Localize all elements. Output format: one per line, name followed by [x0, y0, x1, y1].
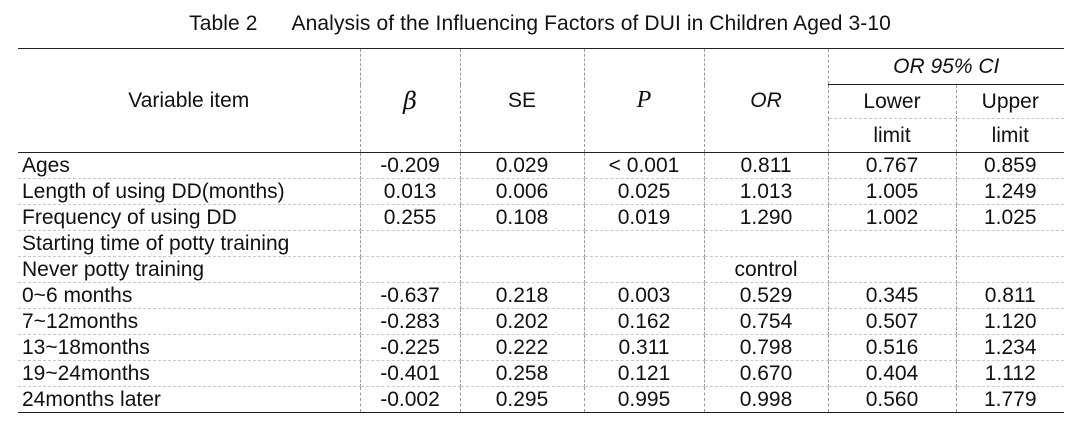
cell-se: 0.222	[459, 334, 585, 361]
table-row: 7~12months -0.283 0.202 0.162 0.754 0.507 1.12…	[18, 308, 1065, 335]
table-row: Length of using DD(months) 0.013 0.006 0.02…	[18, 178, 1065, 205]
header-row-2: Lower Upper	[18, 84, 1065, 119]
cell-or: 1.290	[703, 204, 829, 231]
cell-or: 0.529	[703, 282, 829, 309]
cell-lower: 1.005	[827, 178, 957, 205]
header-beta-symbol: β	[403, 86, 417, 115]
table-title: Analysis of the Influencing Factors of D…	[291, 12, 891, 35]
cell-beta: -0.002	[359, 386, 461, 413]
cell-variable: Ages	[18, 152, 361, 179]
cell-p	[583, 256, 705, 283]
cell-upper	[955, 256, 1065, 283]
cell-upper	[955, 230, 1065, 257]
cell-upper: 1.112	[955, 360, 1065, 387]
cell-beta: 0.013	[359, 178, 461, 205]
table-row: Never potty training control	[18, 256, 1065, 283]
table-row: Starting time of potty training	[18, 230, 1065, 257]
cell-lower: 0.404	[827, 360, 957, 387]
header-lower-2: limit	[828, 118, 957, 153]
table-row: 0~6 months -0.637 0.218 0.003 0.529 0.345 0.81…	[18, 282, 1065, 309]
cell-upper: 1.249	[955, 178, 1065, 205]
cell-se: 0.218	[459, 282, 585, 309]
cell-or: control	[703, 256, 829, 283]
table-row: 13~18months -0.225 0.222 0.311 0.798 0.516 1.2…	[18, 334, 1065, 361]
cell-p: 0.162	[583, 308, 705, 335]
cell-upper: 0.811	[955, 282, 1065, 309]
header-variable: Variable item	[18, 48, 361, 153]
cell-variable: 0~6 months	[18, 282, 361, 309]
cell-se: 0.202	[459, 308, 585, 335]
table-row: Frequency of using DD 0.255 0.108 0.019 1.29…	[18, 204, 1065, 231]
header-p: P	[583, 48, 705, 153]
cell-beta: -0.637	[359, 282, 461, 309]
results-table: Variable item β SE P OR OR 95% CI Lower …	[18, 48, 1065, 413]
cell-variable: Frequency of using DD	[18, 204, 361, 231]
cell-se	[459, 256, 585, 283]
table-row: 19~24months -0.401 0.258 0.121 0.670 0.404 1.1…	[18, 360, 1065, 387]
cell-variable: 13~18months	[18, 334, 361, 361]
cell-se: 0.108	[459, 204, 585, 231]
table-caption: Table 2 Analysis of the Influencing Facto…	[0, 12, 1080, 36]
header-ci-group: OR 95% CI	[827, 48, 1065, 85]
header-upper-1: Upper	[955, 84, 1065, 119]
cell-beta: -0.209	[359, 152, 461, 179]
table-row: 24months later -0.002 0.295 0.995 0.998 0.560…	[18, 386, 1065, 413]
cell-se: 0.006	[459, 178, 585, 205]
header-or: OR	[703, 48, 829, 153]
cell-se	[459, 230, 585, 257]
cell-or: 0.798	[703, 334, 829, 361]
cell-variable: Starting time of potty training	[18, 230, 361, 257]
cell-lower	[827, 230, 957, 257]
header-se: SE	[459, 48, 585, 153]
cell-variable: 24months later	[18, 386, 361, 413]
cell-or: 0.998	[703, 386, 829, 413]
cell-variable: Length of using DD(months)	[18, 178, 361, 205]
cell-variable: 19~24months	[18, 360, 361, 387]
cell-lower: 0.345	[827, 282, 957, 309]
cell-lower: 1.002	[827, 204, 957, 231]
cell-lower: 0.516	[827, 334, 957, 361]
table-row: Ages -0.209 0.029 < 0.001 0.811 0.767 0.859	[18, 152, 1065, 179]
cell-p: 0.003	[583, 282, 705, 309]
cell-or: 0.754	[703, 308, 829, 335]
cell-beta: -0.401	[359, 360, 461, 387]
cell-p: 0.019	[583, 204, 705, 231]
cell-or	[703, 230, 829, 257]
header-lower-1: Lower	[828, 84, 957, 119]
cell-beta	[359, 256, 461, 283]
cell-beta	[359, 230, 461, 257]
cell-p: < 0.001	[583, 152, 705, 179]
cell-p: 0.995	[583, 386, 705, 413]
cell-lower: 0.560	[827, 386, 957, 413]
table-label: Table 2	[189, 12, 258, 35]
cell-upper: 1.120	[955, 308, 1065, 335]
cell-variable: 7~12months	[18, 308, 361, 335]
cell-upper: 0.859	[955, 152, 1065, 179]
cell-upper: 1.234	[955, 334, 1065, 361]
cell-p	[583, 230, 705, 257]
header-upper-2: limit	[955, 118, 1065, 153]
cell-beta: -0.225	[359, 334, 461, 361]
cell-lower: 0.507	[827, 308, 957, 335]
header-beta: β	[359, 48, 461, 153]
cell-lower: 0.767	[827, 152, 957, 179]
cell-se: 0.258	[459, 360, 585, 387]
cell-or: 0.811	[703, 152, 829, 179]
cell-lower	[827, 256, 957, 283]
header-row-1: Variable item β SE P OR OR 95% CI	[18, 48, 1065, 153]
cell-beta: -0.283	[359, 308, 461, 335]
cell-p: 0.025	[583, 178, 705, 205]
cell-upper: 1.779	[955, 386, 1065, 413]
cell-variable: Never potty training	[18, 256, 361, 283]
header-p-symbol: P	[636, 87, 652, 113]
table-body: Ages -0.209 0.029 < 0.001 0.811 0.767 0.859 Len…	[18, 152, 1065, 413]
cell-or: 0.670	[703, 360, 829, 387]
cell-or: 1.013	[703, 178, 829, 205]
cell-se: 0.029	[459, 152, 585, 179]
cell-se: 0.295	[459, 386, 585, 413]
cell-beta: 0.255	[359, 204, 461, 231]
cell-upper: 1.025	[955, 204, 1065, 231]
cell-p: 0.311	[583, 334, 705, 361]
cell-p: 0.121	[583, 360, 705, 387]
